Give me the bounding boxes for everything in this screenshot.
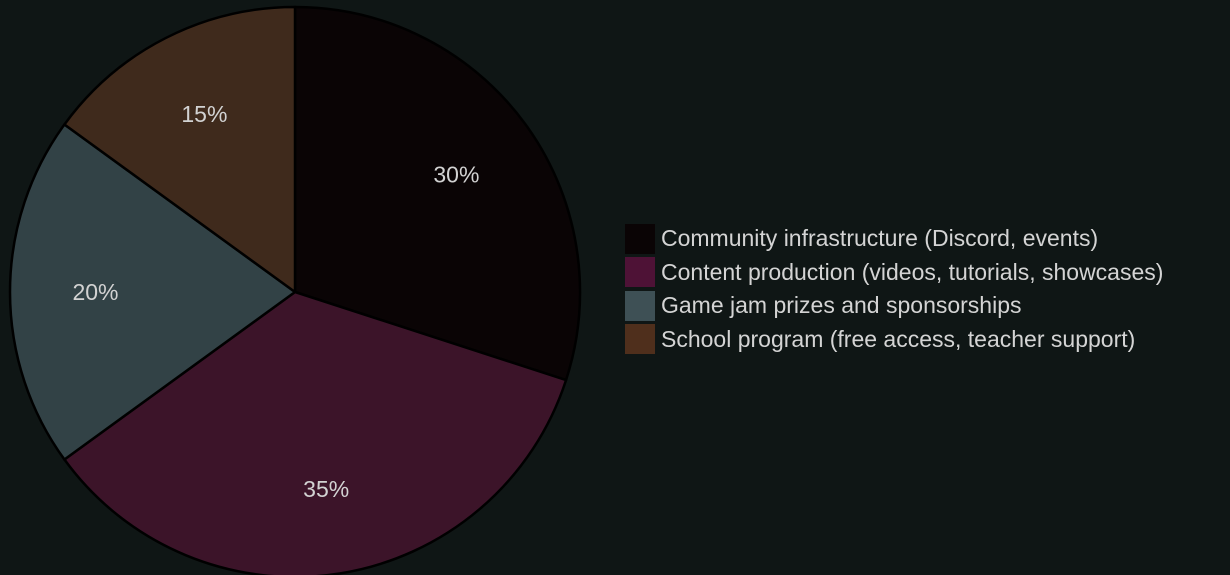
legend-swatch	[625, 324, 655, 355]
slice-percent-label: 20%	[72, 279, 118, 305]
pie-labels: 30% 35% 20% 15%	[72, 101, 479, 502]
legend-swatch	[625, 257, 655, 288]
pie-slice	[8, 123, 297, 461]
legend-item-game-jam-prizes: Game jam prizes and sponsorships	[625, 289, 1163, 323]
legend-item-school-program: School program (free access, teacher sup…	[625, 323, 1163, 357]
legend-swatch	[625, 223, 655, 254]
legend-item-content-production: Content production (videos, tutorials, s…	[625, 256, 1163, 290]
slice-percent-label: 35%	[303, 476, 349, 502]
legend-label: Game jam prizes and sponsorships	[661, 292, 1022, 319]
legend-label: Community infrastructure (Discord, event…	[661, 225, 1099, 252]
legend-label: Content production (videos, tutorials, s…	[661, 258, 1164, 285]
legend: Community infrastructure (Discord, event…	[625, 222, 1163, 356]
pie-slice	[63, 290, 568, 575]
pie-slice	[63, 5, 297, 294]
legend-label: School program (free access, teacher sup…	[661, 325, 1136, 352]
pie-slices	[8, 5, 582, 575]
legend-swatch	[625, 290, 655, 321]
pie-slice	[293, 5, 582, 382]
slice-percent-label: 30%	[433, 162, 479, 188]
legend-item-community-infrastructure: Community infrastructure (Discord, event…	[625, 222, 1163, 256]
pie-chart: 30% 35% 20% 15%	[8, 5, 582, 575]
slice-percent-label: 15%	[181, 101, 227, 127]
